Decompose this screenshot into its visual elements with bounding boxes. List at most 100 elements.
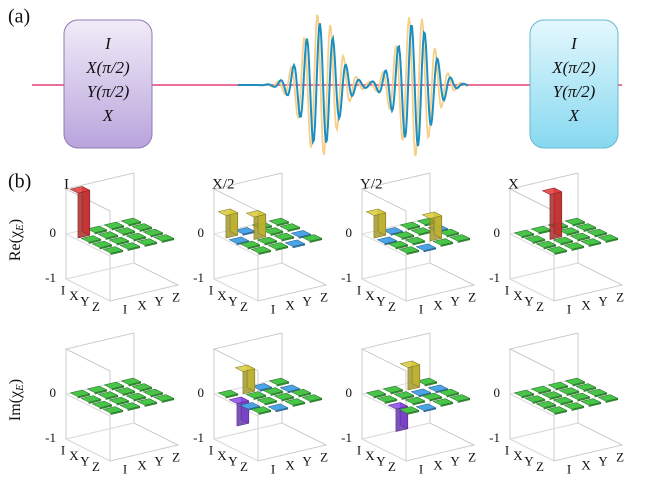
bar-top [256,396,278,404]
grid-line [212,262,283,302]
subplot: -10X/2I X Y Z I X Y Z [193,172,328,316]
bar [530,225,552,235]
bar-top [125,392,147,400]
bar-top [142,388,164,396]
bar [541,391,563,400]
pulse-label: X [102,106,114,125]
col-tick-label: X [285,457,295,472]
col-tick-label: X [285,297,295,312]
row-tick-label: Z [92,299,100,314]
row-tick-label: I [209,283,213,298]
bar [399,221,421,231]
label-part: Re(χ [7,230,24,261]
bar-top [552,236,574,244]
row-tick-label: Z [240,459,248,474]
label-part: ) [7,379,24,384]
bar [262,387,284,396]
z-tick-label: 0 [198,385,205,400]
bar [136,238,158,247]
bar [80,395,102,404]
row-tick-label: Y [376,454,386,469]
bar-top [569,392,591,400]
grid-line [360,377,431,417]
bar [103,381,125,391]
subplot: -10I X Y Z I X Y Z [489,332,624,476]
pulse-label: X(π/2) [551,58,596,77]
pulse-label: I [104,34,112,53]
bar-top [569,232,591,240]
bar [365,389,387,399]
bar [250,246,272,255]
bar [535,240,557,250]
z-tick-label: -1 [45,430,56,445]
bar [564,377,586,387]
bar [586,388,608,398]
row-tick-label: Y [376,294,386,309]
pulse-label: X(π/2) [85,58,130,77]
bar [365,208,387,239]
bar-top [239,240,261,248]
bar [524,235,546,244]
bar [119,242,141,251]
bar-top [393,391,415,399]
bar [245,391,267,400]
bar-top [262,227,284,235]
bar-top [267,242,289,250]
bar-top [120,377,142,385]
bar-top [290,388,312,396]
bar-top [262,387,284,395]
col-tick-label: I [123,301,127,316]
bar [273,232,295,242]
row-tick-label: X [217,448,227,463]
bar [575,383,597,392]
bar [546,246,568,255]
bar-top [404,236,426,244]
col-tick-label: Z [172,289,180,304]
z-tick-label: 0 [50,385,57,400]
bar [153,394,175,403]
bar [120,217,142,227]
bar-top [250,406,272,414]
col-tick-label: I [271,461,275,476]
bar-top [102,246,124,254]
bar [119,402,141,411]
bar-top [546,406,568,414]
bar [432,398,454,407]
frame-edge [508,172,579,212]
bar-top [228,396,250,404]
waveform [238,14,469,157]
bar-top [399,360,421,368]
row-tick-label: I [505,443,509,458]
row-tick-label: Y [228,294,238,309]
col-tick-label: Z [320,289,328,304]
bar-top [432,238,454,246]
grid-line [508,422,579,462]
bar [393,231,415,240]
bar-top [136,238,158,246]
grid-line [212,422,283,462]
bar-top [535,400,557,408]
bar-top [279,384,301,392]
bar-top [119,402,141,410]
subplot: -10I X Y Z I X Y Z [341,332,476,476]
bar [415,403,437,413]
subplot-title: X/2 [212,176,235,192]
z-tick-label: -1 [45,270,56,285]
bar-top [376,236,398,244]
bar-top [365,208,387,216]
bar-top [535,240,557,248]
bar-top [245,210,267,218]
grid-line [64,217,135,257]
bar-top [558,227,580,235]
bar-top [563,242,585,250]
bar [432,238,454,247]
col-tick-label: I [567,461,571,476]
grid-line [64,422,135,462]
z-tick-label: -1 [341,270,352,285]
bar [267,403,289,413]
bar-top [432,398,454,406]
col-tick-label: X [433,297,443,312]
bar [290,229,312,239]
bar [284,239,306,249]
bar [102,406,124,415]
